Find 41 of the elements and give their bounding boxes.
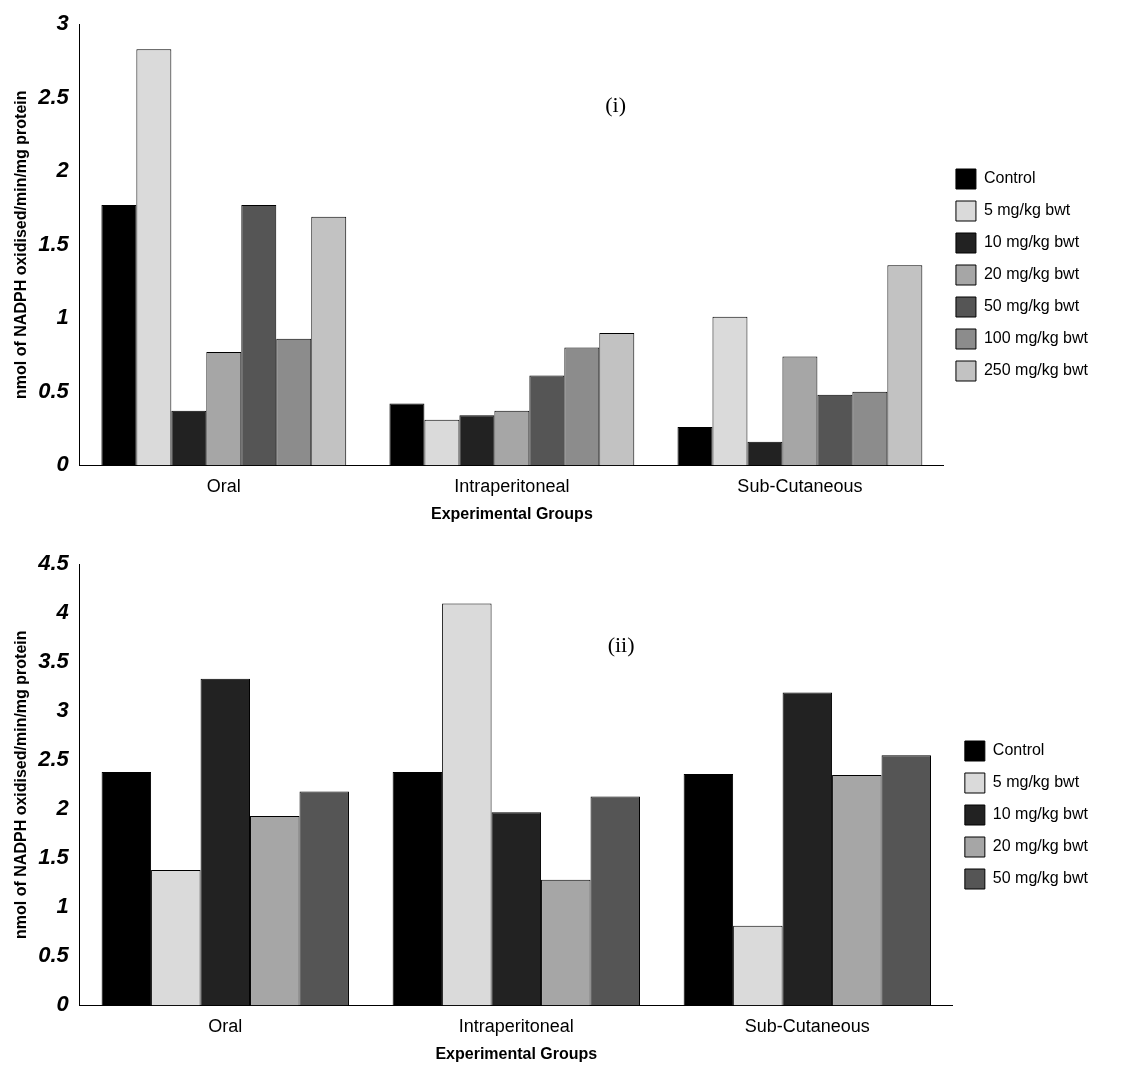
legend-label: 10 mg/kg bwt <box>983 233 1080 251</box>
legend-label: 5 mg/kg bwt <box>983 201 1071 219</box>
legend-label: 20 mg/kg bwt <box>983 265 1080 283</box>
y-tick-label: 1 <box>56 893 69 919</box>
legend-label: 50 mg/kg bwt <box>992 869 1089 887</box>
legend-label: 100 mg/kg bwt <box>983 329 1089 347</box>
y-tick-label: 3 <box>56 697 69 723</box>
legend-label: Control <box>983 169 1036 187</box>
annotation: (i) <box>605 92 626 118</box>
x-tick-label: Oral <box>208 1015 243 1036</box>
y-tick-label: 2 <box>55 795 70 821</box>
legend-label: 50 mg/kg bwt <box>983 297 1080 315</box>
x-tick-label: Intraperitoneal <box>458 1015 574 1036</box>
legend-label: 10 mg/kg bwt <box>992 805 1089 823</box>
y-tick-label: 1.5 <box>38 844 70 870</box>
y-tick-label: 4 <box>55 599 69 625</box>
y-axis-title: nmol of NADPH oxidised/min/mg protein <box>12 90 30 399</box>
x-tick-label: Intraperitoneal <box>454 475 570 496</box>
x-tick-label: Sub-Cutaneous <box>744 1015 870 1036</box>
legend-label: 20 mg/kg bwt <box>992 837 1089 855</box>
legend-label: 250 mg/kg bwt <box>983 361 1089 379</box>
y-tick-label: 1.5 <box>38 230 70 256</box>
y-axis-title: nmol of NADPH oxidised/min/mg protein <box>12 630 30 939</box>
legend-label: 5 mg/kg bwt <box>992 773 1080 791</box>
y-tick-label: 2.5 <box>37 746 70 772</box>
x-tick-label: Oral <box>206 475 241 496</box>
y-tick-label: 1 <box>56 304 69 330</box>
y-tick-label: 0 <box>56 991 70 1017</box>
y-tick-label: 2 <box>55 157 70 183</box>
legend-label: Control <box>992 741 1045 759</box>
x-tick-label: Sub-Cutaneous <box>737 475 863 496</box>
y-tick-label: 0.5 <box>38 942 70 968</box>
y-tick-label: 3 <box>56 10 69 36</box>
y-tick-label: 4.5 <box>37 550 70 576</box>
y-tick-label: 2.5 <box>37 83 70 109</box>
x-axis-title: Experimental Groups <box>430 504 593 522</box>
annotation: (ii) <box>607 632 635 658</box>
x-axis-title: Experimental Groups <box>435 1044 598 1062</box>
y-tick-label: 0.5 <box>38 377 70 403</box>
y-tick-label: 3.5 <box>38 648 70 674</box>
y-tick-label: 0 <box>56 451 70 477</box>
